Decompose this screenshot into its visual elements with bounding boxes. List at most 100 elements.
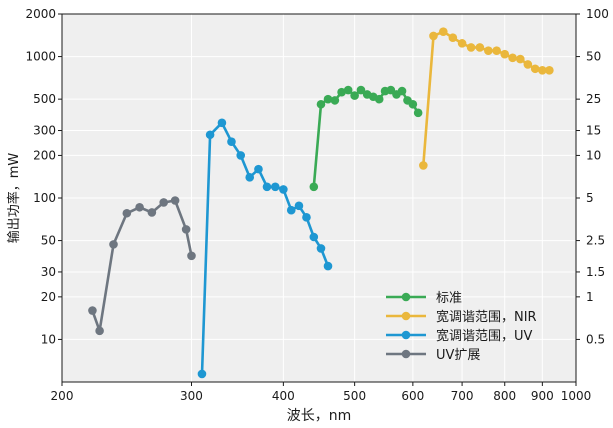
data-point [181,225,191,234]
data-point [323,261,333,271]
y-tick-label: 30 [41,265,56,279]
data-point [419,161,428,170]
y2-tick-label: 15 [586,124,601,138]
y-tick-label: 200 [33,148,56,162]
y2-tick-label: 10 [586,148,601,162]
y2-tick-label: 2.5 [586,234,605,248]
y-tick-label: 500 [33,92,56,106]
x-tick-label: 1000 [561,389,592,403]
data-point [217,118,227,128]
y-tick-label: 20 [41,290,56,304]
legend-swatch-marker [401,311,411,321]
data-point [147,208,157,217]
x-tick-label: 300 [180,389,203,403]
data-point [227,137,236,147]
legend-swatch-marker [401,330,411,340]
data-point [408,99,418,109]
data-point [316,99,326,109]
data-point [122,208,132,218]
x-axis-label: 波长，nm [287,408,352,424]
y-tick-label: 100 [33,191,56,205]
legend-label: UV扩展 [436,348,480,363]
data-point [197,369,207,379]
data-point [429,31,438,41]
data-point [413,108,423,118]
data-point [475,43,485,52]
plot-frame [61,13,577,383]
data-point [286,205,296,215]
x-tick-label: 700 [451,389,474,403]
legend-item: 宽调谐范围，NIR [386,309,537,325]
legend-swatch-marker [401,292,411,302]
series [309,85,423,192]
data-point [88,306,97,315]
data-point [302,213,311,222]
x-axis: 200 300 400 500 600 700 800 900 1000 [51,382,592,403]
y2-tick-label: 5 [586,191,594,205]
x-tick-label: 800 [493,389,516,403]
data-point [245,173,255,182]
legend-label: 宽调谐范围，UV [436,328,533,344]
data-point [170,196,180,205]
data-point [350,91,359,100]
data-point [294,201,304,211]
y-tick-label: 300 [33,124,56,138]
series-group [88,27,554,379]
x-tick-label: 600 [401,389,424,403]
data-point [530,64,540,74]
legend-label: 宽调谐范围，NIR [436,309,537,325]
data-point [492,46,501,56]
y-tick-label: 1000 [25,50,56,64]
data-point [457,39,467,48]
data-point [187,251,196,261]
y2-tick-label: 50 [586,50,601,64]
data-point [448,33,458,42]
y2-tick-label: 100 [586,7,609,21]
x-tick-label: 400 [272,389,295,403]
data-point [374,94,384,104]
data-point [159,198,169,207]
data-point [95,326,104,336]
y2-tick-label: 1 [586,290,594,304]
right-y-axis: 0.5 1 1.5 2.5 5 10 15 25 50 100 [576,7,609,346]
legend-swatch-marker [401,349,411,359]
data-point [316,244,326,253]
y-tick-label: 2000 [25,7,56,21]
data-point [323,94,333,104]
left-y-axis: 10 20 30 50 100 200 300 500 1000 2000 [25,7,62,346]
data-point [236,151,246,160]
data-point [330,96,340,105]
y2-tick-label: 0.5 [586,332,605,346]
data-point [262,182,272,192]
data-point [500,49,510,59]
data-point [484,46,493,56]
y-tick-label: 50 [41,234,56,248]
data-point [309,182,319,192]
series-line [91,199,193,333]
data-point [516,54,525,64]
data-point [466,43,476,52]
legend-label: 标准 [436,291,462,306]
data-point [135,202,144,212]
series [419,27,554,170]
x-tick-label: 200 [51,389,74,403]
data-point [279,185,288,194]
data-point [205,130,215,140]
data-point [356,85,366,95]
series [197,118,333,379]
data-point [523,60,533,69]
data-point [508,53,517,63]
y2-tick-label: 1.5 [586,265,605,279]
x-tick-label: 500 [343,389,366,403]
data-point [538,65,547,75]
data-point [343,85,353,95]
data-point [337,87,346,97]
x-tick-label: 900 [531,389,554,403]
data-point [270,182,280,192]
data-point [438,27,448,36]
data-point [397,86,407,96]
legend-item: 宽调谐范围，UV [386,328,533,344]
data-point [545,65,554,75]
